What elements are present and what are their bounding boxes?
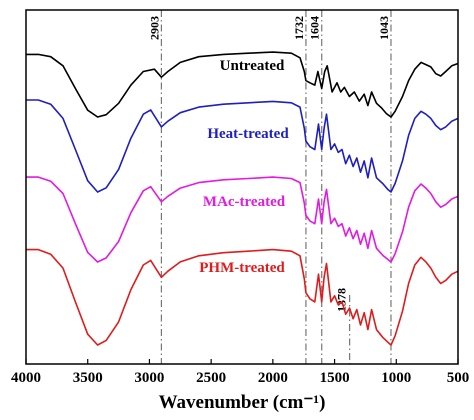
series-untreated <box>26 51 459 118</box>
x-tick-label: 500 <box>447 370 470 386</box>
series-mac-treated <box>26 176 459 263</box>
series-label-phm-treated: PHM-treated <box>199 260 285 276</box>
series-label-heat-treated: Heat-treated <box>207 126 289 142</box>
x-tick-label: 3500 <box>73 370 103 386</box>
reference-label-1378: 1378 <box>335 288 349 312</box>
reference-label-1604: 1604 <box>308 16 322 40</box>
x-axis-ticks: 4000 3500 3000 2500 2000 1500 1000 500 <box>11 359 469 386</box>
x-tick-label: 3000 <box>134 370 164 386</box>
series-heat-treated <box>26 99 459 193</box>
reference-labels: 2903 1732 1604 1378 1043 <box>147 16 391 312</box>
series-phm-treated <box>26 248 459 346</box>
x-tick-label: 4000 <box>11 370 41 386</box>
reference-label-1043: 1043 <box>377 16 391 40</box>
series-label-untreated: Untreated <box>220 58 285 74</box>
spectrum-labels: Untreated Heat-treated MAc-treated PHM-trea… <box>199 58 289 276</box>
x-tick-label: 1500 <box>320 370 350 386</box>
reference-lines <box>160 10 392 364</box>
plot-frame <box>25 9 459 365</box>
x-axis-title: Wavenumber (cm⁻¹) <box>159 392 326 413</box>
series-label-mac-treated: MAc-treated <box>203 194 286 210</box>
x-tick-label: 2000 <box>258 370 288 386</box>
x-tick-label: 1000 <box>381 370 411 386</box>
reference-label-1732: 1732 <box>292 16 306 40</box>
x-tick-label: 2500 <box>196 370 226 386</box>
spectra <box>26 51 459 346</box>
reference-label-2903: 2903 <box>147 16 161 40</box>
